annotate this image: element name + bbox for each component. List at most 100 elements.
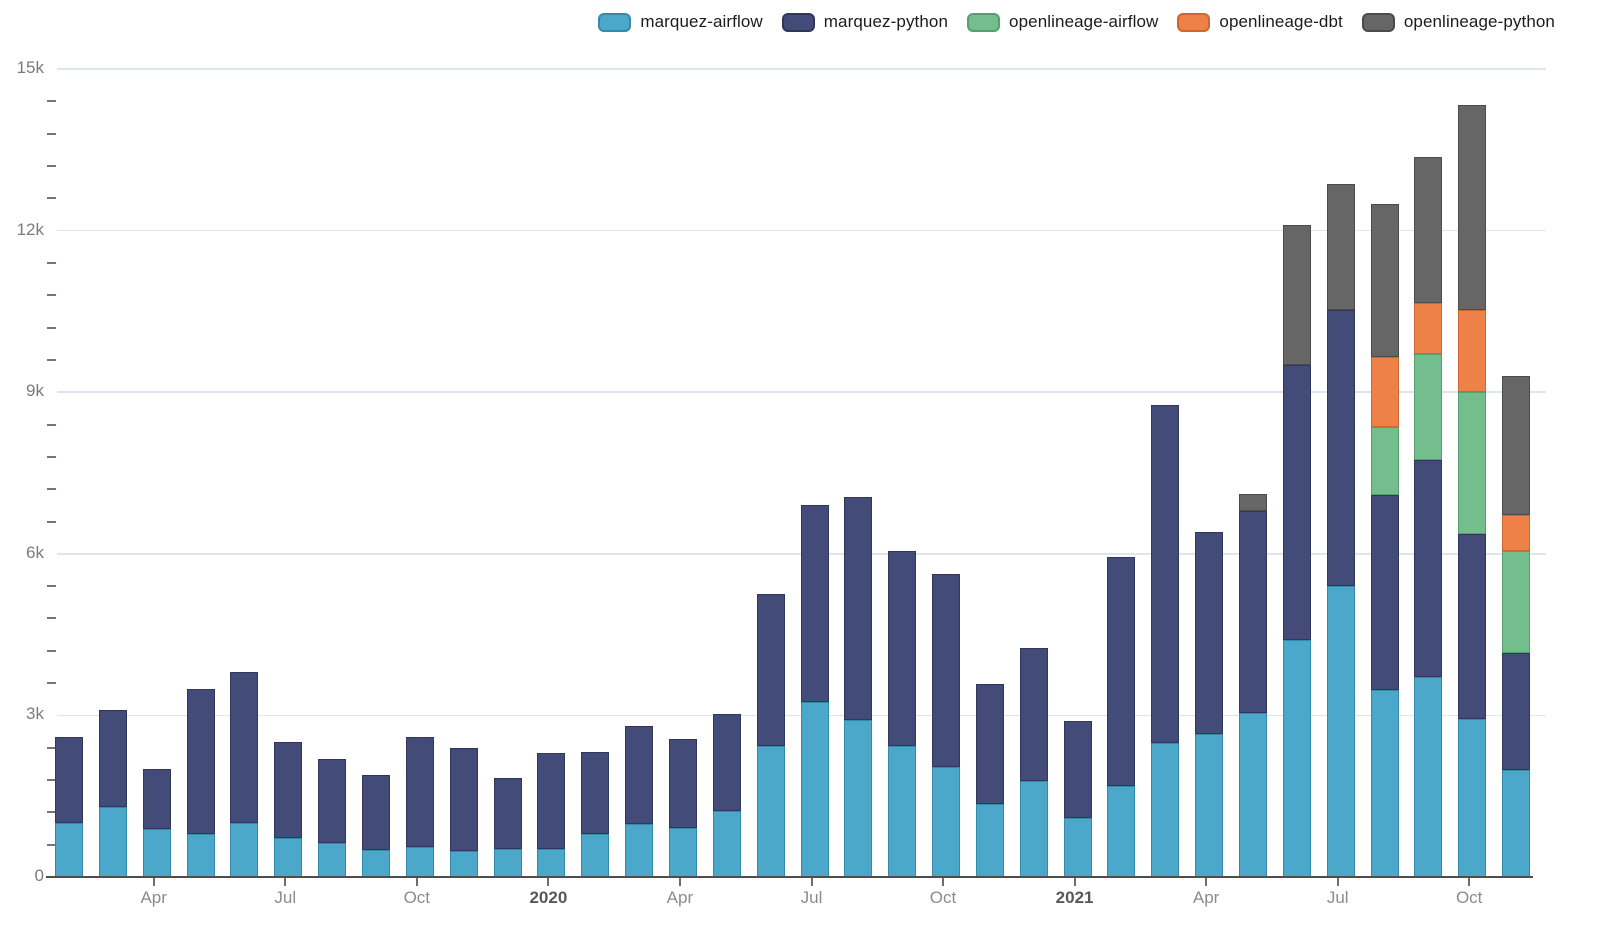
bar-segment-marquez-airflow[interactable] bbox=[1107, 786, 1136, 877]
bar-nov-2020[interactable] bbox=[975, 684, 1004, 877]
bar-segment-marquez-python[interactable] bbox=[142, 769, 171, 829]
bar-segment-marquez-airflow[interactable] bbox=[844, 719, 873, 877]
bar-segment-marquez-airflow[interactable] bbox=[932, 766, 960, 877]
bar-segment-marquez-python[interactable] bbox=[98, 710, 127, 807]
bar-segment-marquez-airflow[interactable] bbox=[668, 828, 697, 877]
bar-aug-2019[interactable] bbox=[318, 758, 347, 877]
legend-item-openlineage-airflow[interactable]: openlineage-airflow bbox=[967, 12, 1158, 32]
bar-segment-marquez-airflow[interactable] bbox=[756, 746, 785, 877]
bar-sep-2021[interactable] bbox=[1414, 156, 1443, 877]
legend-item-marquez-airflow[interactable]: marquez-airflow bbox=[598, 12, 763, 32]
bar-segment-openlineage-python[interactable] bbox=[1282, 225, 1311, 366]
bar-segment-marquez-airflow[interactable] bbox=[493, 849, 522, 877]
bar-segment-marquez-airflow[interactable] bbox=[449, 851, 478, 877]
bar-segment-marquez-python[interactable] bbox=[449, 747, 478, 852]
bar-sep-2019[interactable] bbox=[361, 774, 390, 877]
bar-segment-marquez-python[interactable] bbox=[55, 736, 83, 824]
bar-segment-marquez-airflow[interactable] bbox=[186, 833, 215, 877]
bar-feb-2019[interactable] bbox=[55, 736, 83, 877]
bar-segment-marquez-python[interactable] bbox=[1414, 460, 1443, 678]
bar-nov-2021[interactable] bbox=[1502, 375, 1530, 877]
bar-jun-2020[interactable] bbox=[756, 594, 785, 877]
bar-aug-2020[interactable] bbox=[844, 496, 873, 877]
bar-segment-marquez-airflow[interactable] bbox=[1151, 743, 1180, 877]
bar-segment-marquez-python[interactable] bbox=[1195, 531, 1224, 734]
bar-mar-2021[interactable] bbox=[1151, 404, 1180, 877]
bar-segment-marquez-airflow[interactable] bbox=[1414, 677, 1443, 877]
bar-may-2020[interactable] bbox=[712, 713, 741, 877]
bar-segment-openlineage-python[interactable] bbox=[1370, 204, 1399, 357]
bar-may-2021[interactable] bbox=[1239, 493, 1267, 877]
bar-segment-marquez-airflow[interactable] bbox=[581, 834, 610, 877]
bar-segment-marquez-python[interactable] bbox=[1063, 720, 1092, 819]
bar-segment-openlineage-airflow[interactable] bbox=[1370, 427, 1399, 495]
bar-jul-2019[interactable] bbox=[274, 742, 303, 877]
bar-segment-openlineage-airflow[interactable] bbox=[1458, 392, 1487, 534]
bar-segment-openlineage-python[interactable] bbox=[1458, 104, 1487, 310]
bar-segment-marquez-airflow[interactable] bbox=[230, 823, 259, 877]
bar-segment-marquez-python[interactable] bbox=[888, 551, 917, 746]
bar-segment-marquez-airflow[interactable] bbox=[888, 745, 917, 877]
bar-segment-marquez-airflow[interactable] bbox=[142, 828, 171, 877]
bar-segment-marquez-airflow[interactable] bbox=[361, 850, 390, 877]
bar-jan-2020[interactable] bbox=[537, 753, 566, 877]
bar-segment-marquez-airflow[interactable] bbox=[625, 823, 654, 877]
bar-segment-marquez-airflow[interactable] bbox=[1326, 586, 1355, 877]
bar-segment-marquez-airflow[interactable] bbox=[1195, 733, 1224, 877]
bar-apr-2020[interactable] bbox=[668, 739, 697, 877]
bar-segment-openlineage-python[interactable] bbox=[1239, 493, 1267, 512]
bar-segment-marquez-airflow[interactable] bbox=[712, 810, 741, 877]
bar-segment-marquez-python[interactable] bbox=[1370, 494, 1399, 691]
bar-segment-marquez-airflow[interactable] bbox=[1502, 769, 1530, 877]
bar-segment-marquez-python[interactable] bbox=[230, 672, 259, 824]
bar-segment-openlineage-python[interactable] bbox=[1502, 375, 1530, 515]
bar-jun-2021[interactable] bbox=[1282, 225, 1311, 877]
bar-segment-marquez-python[interactable] bbox=[274, 742, 303, 838]
bar-segment-marquez-airflow[interactable] bbox=[318, 842, 347, 877]
bar-segment-marquez-airflow[interactable] bbox=[1239, 712, 1267, 877]
bar-segment-marquez-airflow[interactable] bbox=[1063, 818, 1092, 877]
bar-segment-marquez-python[interactable] bbox=[712, 713, 741, 811]
bar-jul-2020[interactable] bbox=[800, 505, 829, 877]
bar-segment-marquez-python[interactable] bbox=[1326, 309, 1355, 587]
bar-apr-2021[interactable] bbox=[1195, 531, 1224, 877]
bar-segment-marquez-python[interactable] bbox=[756, 594, 785, 747]
bar-segment-marquez-airflow[interactable] bbox=[1458, 719, 1487, 877]
bar-segment-marquez-airflow[interactable] bbox=[1370, 690, 1399, 877]
bar-segment-marquez-python[interactable] bbox=[1239, 511, 1267, 713]
bar-segment-marquez-python[interactable] bbox=[1107, 556, 1136, 786]
bar-segment-openlineage-python[interactable] bbox=[1414, 156, 1443, 304]
bar-mar-2020[interactable] bbox=[625, 725, 654, 877]
bar-segment-marquez-python[interactable] bbox=[1282, 365, 1311, 640]
bar-segment-marquez-python[interactable] bbox=[493, 777, 522, 850]
bar-segment-marquez-airflow[interactable] bbox=[98, 807, 127, 877]
bar-segment-marquez-python[interactable] bbox=[1151, 404, 1180, 744]
bar-segment-openlineage-dbt[interactable] bbox=[1458, 309, 1487, 393]
bar-segment-marquez-python[interactable] bbox=[1502, 653, 1530, 770]
bar-segment-openlineage-airflow[interactable] bbox=[1502, 550, 1530, 654]
bar-jan-2021[interactable] bbox=[1063, 720, 1092, 877]
bar-segment-marquez-python[interactable] bbox=[668, 739, 697, 829]
bar-feb-2020[interactable] bbox=[581, 752, 610, 877]
bar-aug-2021[interactable] bbox=[1370, 204, 1399, 877]
bar-oct-2020[interactable] bbox=[932, 574, 960, 877]
bar-dec-2019[interactable] bbox=[493, 777, 522, 877]
bar-segment-marquez-python[interactable] bbox=[975, 684, 1004, 804]
bar-segment-marquez-python[interactable] bbox=[1458, 533, 1487, 720]
bar-segment-marquez-python[interactable] bbox=[405, 737, 434, 848]
bar-feb-2021[interactable] bbox=[1107, 556, 1136, 877]
bar-segment-marquez-airflow[interactable] bbox=[975, 803, 1004, 877]
bar-segment-marquez-python[interactable] bbox=[537, 753, 566, 849]
bar-segment-marquez-airflow[interactable] bbox=[405, 847, 434, 877]
bar-segment-marquez-python[interactable] bbox=[844, 496, 873, 720]
bar-mar-2019[interactable] bbox=[98, 710, 127, 877]
bar-segment-openlineage-airflow[interactable] bbox=[1414, 354, 1443, 461]
bar-jul-2021[interactable] bbox=[1326, 183, 1355, 877]
bar-segment-marquez-python[interactable] bbox=[800, 505, 829, 702]
bar-segment-marquez-python[interactable] bbox=[186, 688, 215, 834]
bar-segment-marquez-python[interactable] bbox=[361, 774, 390, 851]
bar-nov-2019[interactable] bbox=[449, 747, 478, 877]
bar-apr-2019[interactable] bbox=[142, 769, 171, 877]
legend-item-openlineage-python[interactable]: openlineage-python bbox=[1361, 12, 1555, 32]
bar-segment-marquez-python[interactable] bbox=[932, 574, 960, 767]
